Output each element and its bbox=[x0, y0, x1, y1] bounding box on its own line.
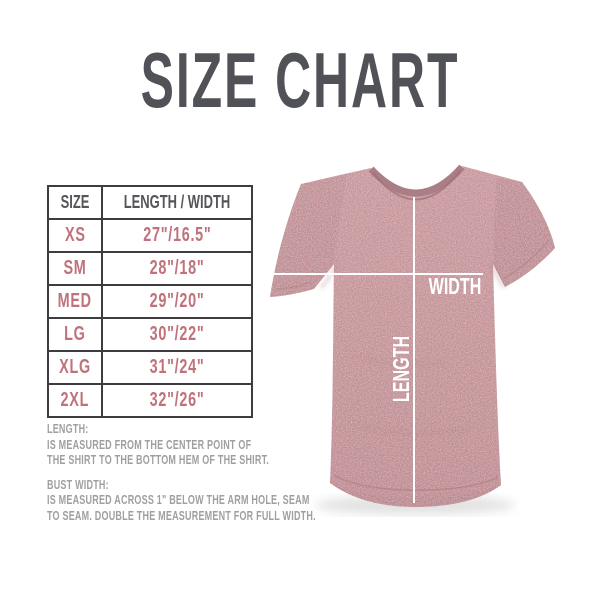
size-column-header: SIZE bbox=[47, 185, 103, 220]
body-wrinkle bbox=[349, 354, 446, 366]
measurement-notes: LENGTH: IS MEASURED FROM THE CENTER POIN… bbox=[47, 422, 327, 524]
table-row-sm: SM 28"/18" bbox=[47, 251, 253, 286]
length-note-heading: LENGTH: bbox=[47, 422, 89, 436]
collar-band bbox=[368, 164, 465, 197]
bust-note-heading: BUST WIDTH: bbox=[47, 477, 109, 492]
table-row-2xl: 2XL 32"/26" bbox=[47, 383, 253, 418]
hem-seam bbox=[333, 474, 499, 491]
left-sleeve-shade bbox=[270, 173, 347, 297]
left-armpit-shadow bbox=[320, 264, 336, 289]
right-sleeve-seam bbox=[502, 239, 550, 280]
size-cell: XLG bbox=[47, 350, 103, 385]
bust-width-note: BUST WIDTH: IS MEASURED ACROSS 1" BELOW … bbox=[47, 478, 327, 525]
shirt-body bbox=[270, 166, 555, 507]
tshirt-diagram: WIDTH LENGTH bbox=[270, 164, 555, 515]
table-row-med: MED 29"/20" bbox=[47, 284, 253, 319]
hem-shade bbox=[330, 483, 501, 507]
length-label: LENGTH bbox=[389, 336, 414, 402]
size-cell: LG bbox=[47, 317, 103, 352]
page-title-text: SIZE CHART bbox=[140, 36, 460, 124]
collar-band-edge bbox=[372, 170, 461, 201]
measurement-cell: 32"/26" bbox=[101, 383, 253, 418]
measurement-column-header: LENGTH / WIDTH bbox=[101, 185, 253, 220]
size-table-header-row: SIZE LENGTH / WIDTH bbox=[47, 185, 253, 220]
table-row-xlg: XLG 31"/24" bbox=[47, 350, 253, 385]
size-table: SIZE LENGTH / WIDTH XS 27"/16.5" SM 28"/… bbox=[47, 185, 253, 418]
measurement-cell: 27"/16.5" bbox=[101, 218, 253, 253]
measurement-cell: 29"/20" bbox=[101, 284, 253, 319]
size-cell: MED bbox=[47, 284, 103, 319]
measurement-cell: 31"/24" bbox=[101, 350, 253, 385]
right-sleeve-shade bbox=[493, 178, 555, 287]
size-cell: SM bbox=[47, 251, 103, 286]
measurement-cell: 28"/18" bbox=[101, 251, 253, 286]
neck-hole bbox=[371, 166, 462, 186]
right-armpit-shadow bbox=[491, 264, 506, 288]
width-label: WIDTH bbox=[429, 274, 482, 299]
left-sleeve-seam bbox=[275, 281, 312, 290]
body-wrinkle bbox=[354, 424, 471, 435]
size-cell: 2XL bbox=[47, 383, 103, 418]
table-row-xs: XS 27"/16.5" bbox=[47, 218, 253, 253]
length-note: LENGTH: IS MEASURED FROM THE CENTER POIN… bbox=[47, 422, 327, 469]
table-row-lg: LG 30"/22" bbox=[47, 317, 253, 352]
page-title: SIZE CHART bbox=[0, 41, 600, 119]
size-cell: XS bbox=[47, 218, 103, 253]
measurement-cell: 30"/22" bbox=[101, 317, 253, 352]
